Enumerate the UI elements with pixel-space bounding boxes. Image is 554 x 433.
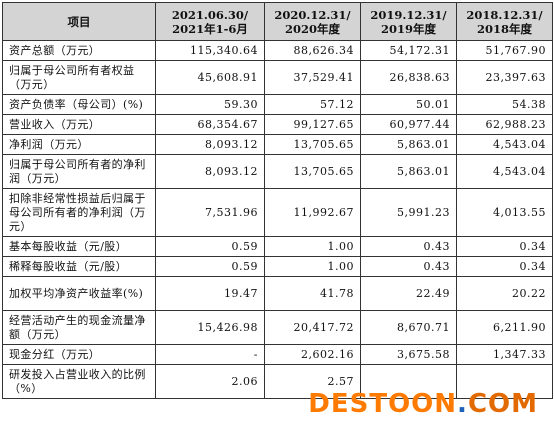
table-row: 营业收入（万元） 68,354.67 99,127.65 60,977.44 62,98… [2,114,553,135]
cell-value: 1.00 [264,256,361,277]
cell-value: - [155,344,265,365]
cell-value: 11,992.67 [264,188,361,237]
table-row: 研发投入占营业收入的比例（%） 2.06 2.57 [2,364,553,399]
row-label: 加权平均净资产收益率(%) [2,276,156,311]
cell-value: 115,340.64 [155,40,265,61]
cell-value: 62,988.23 [456,114,553,135]
cell-value: 22.49 [360,276,457,311]
table-row: 净利润（万元） 8,093.12 13,705.65 5,863.01 4,543.04 [2,134,553,155]
row-label: 扣除非经常性损益后归属于母公司所有者的净利润（万元） [2,188,156,237]
cell-value: 4,013.55 [456,188,553,237]
table-row: 稀释每股收益（元/股） 0.59 1.00 0.43 0.34 [2,256,553,277]
cell-value: 51,767.90 [456,40,553,61]
cell-value: 0.59 [155,256,265,277]
cell-value: 5,991.23 [360,188,457,237]
cell-value: 6,211.90 [456,310,553,345]
cell-value: 0.43 [360,256,457,277]
table-row: 归属于母公司所有者的净利润（万元） 8,093.12 13,705.65 5,863.… [2,154,553,189]
table-row: 经营活动产生的现金流量净额（万元） 15,426.98 20,417.72 8,670… [2,310,553,345]
cell-value: 57.12 [264,94,361,115]
row-label: 研发投入占营业收入的比例（%） [2,364,156,399]
watermark-dot: . [457,389,468,419]
cell-value: 8,093.12 [155,134,265,155]
cell-value: 5,863.01 [360,154,457,189]
cell-value: 26,838.63 [360,60,457,95]
destoon-watermark: DESTOON.COM [308,389,538,419]
cell-value: 4,543.04 [456,134,553,155]
cell-value: 4,543.04 [456,154,553,189]
cell-value: 20.22 [456,276,553,311]
header-2019: 2019.12.31/ 2019年度 [360,2,457,41]
table-row: 现金分红（万元） -2,602.16 3,675.58 1,347.33 [2,344,553,365]
cell-value: 41.78 [264,276,361,311]
cell-value: 37,529.41 [264,60,361,95]
header-2018: 2018.12.31/ 2018年度 [456,2,553,41]
cell-value: 3,675.58 [360,344,457,365]
cell-value [456,364,553,399]
row-label: 资产总额（万元） [2,40,156,61]
table-row: 资产负债率（母公司）(%) 59.30 57.12 50.01 54.38 [2,94,553,115]
cell-value: 99,127.65 [264,114,361,135]
cell-value: 54.38 [456,94,553,115]
row-label: 净利润（万元） [2,134,156,155]
cell-value: 2.57 [264,364,361,399]
table-header-row: 项目 2021.06.30/ 2021年1-6月 2020.12.31/ 202… [2,2,553,41]
header-item: 项目 [2,2,156,41]
cell-value: 1.00 [264,236,361,257]
cell-value: 88,626.34 [264,40,361,61]
cell-value: 19.47 [155,276,265,311]
cell-value: 59.30 [155,94,265,115]
cell-value: 68,354.67 [155,114,265,135]
cell-value: 5,863.01 [360,134,457,155]
row-label: 经营活动产生的现金流量净额（万元） [2,310,156,345]
watermark-main: DESTOON [308,389,458,419]
cell-value: 8,670.71 [360,310,457,345]
cell-value: 8,093.12 [155,154,265,189]
cell-value: 0.43 [360,236,457,257]
watermark-tail: COM [467,389,538,419]
row-label: 稀释每股收益（元/股） [2,256,156,277]
cell-value: 7,531.96 [155,188,265,237]
row-label: 现金分红（万元） [2,344,156,365]
cell-value: 0.34 [456,236,553,257]
cell-value: 13,705.65 [264,134,361,155]
cell-value: 0.59 [155,236,265,257]
header-2021h1: 2021.06.30/ 2021年1-6月 [155,2,265,41]
table-row: 基本每股收益（元/股） 0.59 1.00 0.43 0.34 [2,236,553,257]
cell-value: 50.01 [360,94,457,115]
financial-table: 项目 2021.06.30/ 2021年1-6月 2020.12.31/ 202… [2,2,553,399]
cell-value: 45,608.91 [155,60,265,95]
cell-value: 1,347.33 [456,344,553,365]
cell-value: 15,426.98 [155,310,265,345]
row-label: 基本每股收益（元/股） [2,236,156,257]
cell-value: 20,417.72 [264,310,361,345]
header-2020: 2020.12.31/ 2020年度 [264,2,361,41]
cell-value: 2.06 [155,364,265,399]
table-row: 扣除非经常性损益后归属于母公司所有者的净利润（万元） 7,531.96 11,992… [2,188,553,237]
cell-value: 2,602.16 [264,344,361,365]
cell-value: 0.34 [456,256,553,277]
cell-value: 13,705.65 [264,154,361,189]
table-row: 资产总额（万元） 115,340.64 88,626.34 54,172.31 51,7… [2,40,553,61]
cell-value: 60,977.44 [360,114,457,135]
row-label: 营业收入（万元） [2,114,156,135]
row-label: 资产负债率（母公司）(%) [2,94,156,115]
row-label: 归属于母公司所有者权益（万元） [2,60,156,95]
cell-value: 23,397.63 [456,60,553,95]
table-row: 加权平均净资产收益率(%) 19.47 41.78 22.49 20.22 [2,276,553,311]
cell-value: 54,172.31 [360,40,457,61]
row-label: 归属于母公司所有者的净利润（万元） [2,154,156,189]
table-row: 归属于母公司所有者权益（万元） 45,608.91 37,529.41 26,838.… [2,60,553,95]
